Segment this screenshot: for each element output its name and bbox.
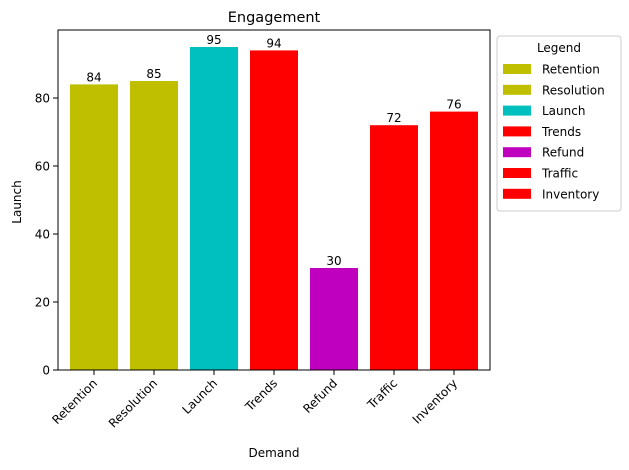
axes-frame [57,29,491,371]
legend-label-resolution: Resolution [542,83,605,97]
legend-swatch-trends [503,126,531,137]
legend-label-trends: Trends [541,125,581,139]
legend-swatch-launch [503,105,531,116]
y-tick-label: 80 [35,92,50,106]
legend-swatch-retention [503,64,531,74]
bar-inventory [430,111,478,370]
bar-refund [310,268,358,370]
legend-swatch-inventory [503,188,531,199]
chart-title: Engagement [228,10,321,26]
data-label-inventory: 76 [446,98,461,112]
bar-resolution [130,81,178,370]
data-label-retention: 84 [86,70,101,84]
legend-label-retention: Retention [542,63,600,77]
legend-items: Retention Resolution Launch Trends Refund Tra… [503,63,605,201]
data-label-launch: 95 [206,33,221,47]
data-label-traffic: 72 [386,111,401,125]
legend-label-traffic: Traffic [541,167,578,181]
data-label-trends: 94 [266,36,281,50]
y-tick-label: 60 [35,160,50,174]
legend-swatch-resolution [503,84,531,95]
legend-title: Legend [537,41,581,55]
bar-trends [250,50,298,371]
bar-launch [190,47,238,370]
legend-frame [496,35,622,212]
y-tick-label: 0 [42,364,50,378]
bar-retention [70,84,118,371]
legend-label-inventory: Inventory [542,187,599,201]
legend-label-launch: Launch [542,104,585,118]
bar-traffic [370,125,418,370]
data-label-resolution: 85 [146,67,161,81]
legend-swatch-refund [503,147,531,158]
data-label-refund: 30 [326,254,341,268]
legend-swatch-traffic [503,168,531,178]
legend-label-refund: Refund [542,146,584,160]
y-tick-label: 40 [35,228,50,242]
y-axis-label: Launch [10,180,24,223]
y-tick-label: 20 [35,296,50,310]
legend: Legend RetentionResolutionLaunchTrendsRe… [496,35,622,212]
x-axis-label: Demand [249,446,300,460]
